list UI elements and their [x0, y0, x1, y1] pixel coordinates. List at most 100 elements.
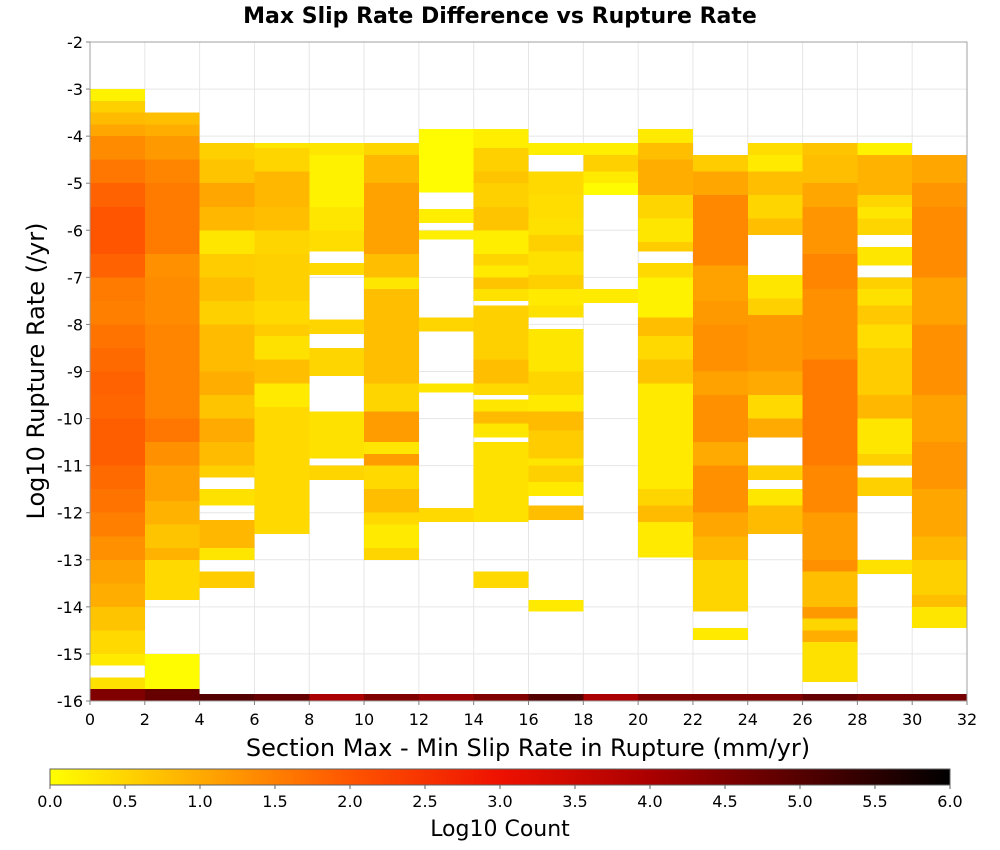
- heatmap-cell: [254, 171, 310, 207]
- heatmap-cell: [692, 536, 748, 560]
- heatmap-cell: [144, 689, 200, 701]
- heatmap-cell: [199, 324, 255, 372]
- x-tick-label: 24: [738, 710, 758, 729]
- heatmap-cell: [692, 300, 748, 325]
- y-tick-label: -3: [67, 80, 83, 99]
- heatmap-cell: [309, 347, 365, 377]
- heatmap-cell: [254, 147, 310, 172]
- colorbar-tick-label: 4.0: [637, 792, 662, 811]
- x-tick-label: 0: [85, 710, 95, 729]
- x-tick-label: 30: [902, 710, 922, 729]
- x-axis-label: Section Max - Min Slip Rate in Rupture (…: [246, 734, 810, 762]
- colorbar: [49, 768, 951, 786]
- heatmap-cell: [473, 183, 529, 207]
- heatmap-cell: [418, 230, 474, 240]
- heatmap-cell: [90, 677, 145, 690]
- colorbar-tick-label: 1.5: [262, 792, 287, 811]
- heatmap-cell: [473, 399, 529, 412]
- heatmap-cell: [309, 154, 365, 207]
- heatmap-cell: [144, 548, 200, 560]
- x-tick-label: 18: [573, 710, 593, 729]
- heatmap-cell: [747, 143, 803, 155]
- heatmap-cell: [802, 512, 858, 560]
- heatmap-cell: [90, 206, 145, 254]
- heatmap-cell: [364, 453, 419, 466]
- heatmap-cell: [473, 171, 529, 184]
- x-tick-label: 26: [792, 710, 812, 729]
- heatmap-cell: [364, 465, 419, 490]
- heatmap-cell: [747, 693, 803, 701]
- heatmap-cell: [638, 159, 693, 195]
- heatmap-cell: [583, 154, 639, 172]
- heatmap-cell: [418, 383, 474, 393]
- heatmap-cell: [90, 418, 145, 466]
- heatmap-cell: [747, 154, 803, 172]
- heatmap-cell: [692, 171, 748, 195]
- heatmap-cell: [528, 143, 584, 155]
- heatmap-cell: [199, 183, 255, 207]
- y-tick-label: -9: [67, 363, 83, 382]
- heatmap-cell: [528, 234, 584, 252]
- heatmap-cell: [528, 693, 584, 701]
- x-tick-label: 6: [249, 710, 259, 729]
- heatmap-cell: [309, 411, 365, 459]
- heatmap-cell: [638, 194, 693, 219]
- heatmap-cell: [802, 289, 858, 360]
- heatmap-cell: [528, 599, 584, 612]
- heatmap-cell: [692, 371, 748, 396]
- heatmap-cell: [802, 606, 858, 619]
- heatmap-cell: [912, 536, 967, 560]
- heatmap-cell: [912, 324, 967, 396]
- colorbar-tick-label: 3.0: [487, 792, 512, 811]
- heatmap-cell: [638, 383, 693, 490]
- heatmap-cell: [638, 359, 693, 384]
- heatmap-cell: [473, 359, 529, 384]
- heatmap-cell: [364, 383, 419, 412]
- heatmap-cell: [473, 383, 529, 396]
- heatmap-cell: [528, 194, 584, 219]
- heatmap-cell: [254, 253, 310, 301]
- heatmap-cell: [144, 500, 200, 525]
- colorbar-label: Log10 Count: [430, 817, 570, 842]
- heatmap-cell: [747, 275, 803, 299]
- heatmap-cell: [802, 183, 858, 207]
- heatmap-cell: [912, 277, 967, 325]
- y-axis-ticks: -2 -3 -4 -5 -6 -7 -8 -9 -10 -11 -12 -13 -14 -15 -16: [57, 33, 90, 711]
- heatmap-cell: [528, 482, 584, 497]
- heatmap-cell: [90, 159, 145, 184]
- heatmap-cell: [199, 159, 255, 184]
- heatmap-cell: [309, 263, 365, 276]
- heatmap-cell: [528, 289, 584, 306]
- heatmap-cell: [90, 606, 145, 631]
- y-tick-label: -15: [57, 645, 83, 664]
- heatmap-cell: [692, 512, 748, 537]
- heatmap-cell: [199, 519, 255, 549]
- heatmap-cell: [692, 265, 748, 301]
- heatmap-cell: [802, 154, 858, 184]
- heatmap-cell: [90, 300, 145, 325]
- heatmap-cell: [364, 277, 419, 290]
- heatmap-cell: [473, 277, 529, 290]
- heatmap-cell: [144, 524, 200, 549]
- heatmap-cell: [90, 253, 145, 278]
- heatmap-cell: [90, 395, 145, 419]
- y-tick-label: -2: [67, 33, 83, 52]
- heatmap-cell: [692, 154, 748, 172]
- colorbar-tick-label: 6.0: [937, 792, 962, 811]
- heatmap-cell: [473, 265, 529, 278]
- heatmap-cell: [473, 206, 529, 231]
- x-tick-label: 22: [683, 710, 703, 729]
- y-axis-label: Log10 Rupture Rate (/yr): [22, 223, 50, 520]
- heatmap-cell: [912, 395, 967, 443]
- colorbar-tick-label: 2.0: [337, 792, 362, 811]
- heatmap-cell: [144, 183, 200, 254]
- heatmap-cell: [692, 628, 748, 640]
- heatmap-cell: [199, 277, 255, 301]
- heatmap-cell: [90, 112, 145, 125]
- heatmap-cell: [912, 559, 967, 596]
- heatmap-cell: [528, 275, 584, 290]
- heatmap-cell: [692, 194, 748, 266]
- heatmap-cell: [199, 206, 255, 231]
- heatmap-cell: [528, 505, 584, 520]
- heatmap-cell: [199, 300, 255, 325]
